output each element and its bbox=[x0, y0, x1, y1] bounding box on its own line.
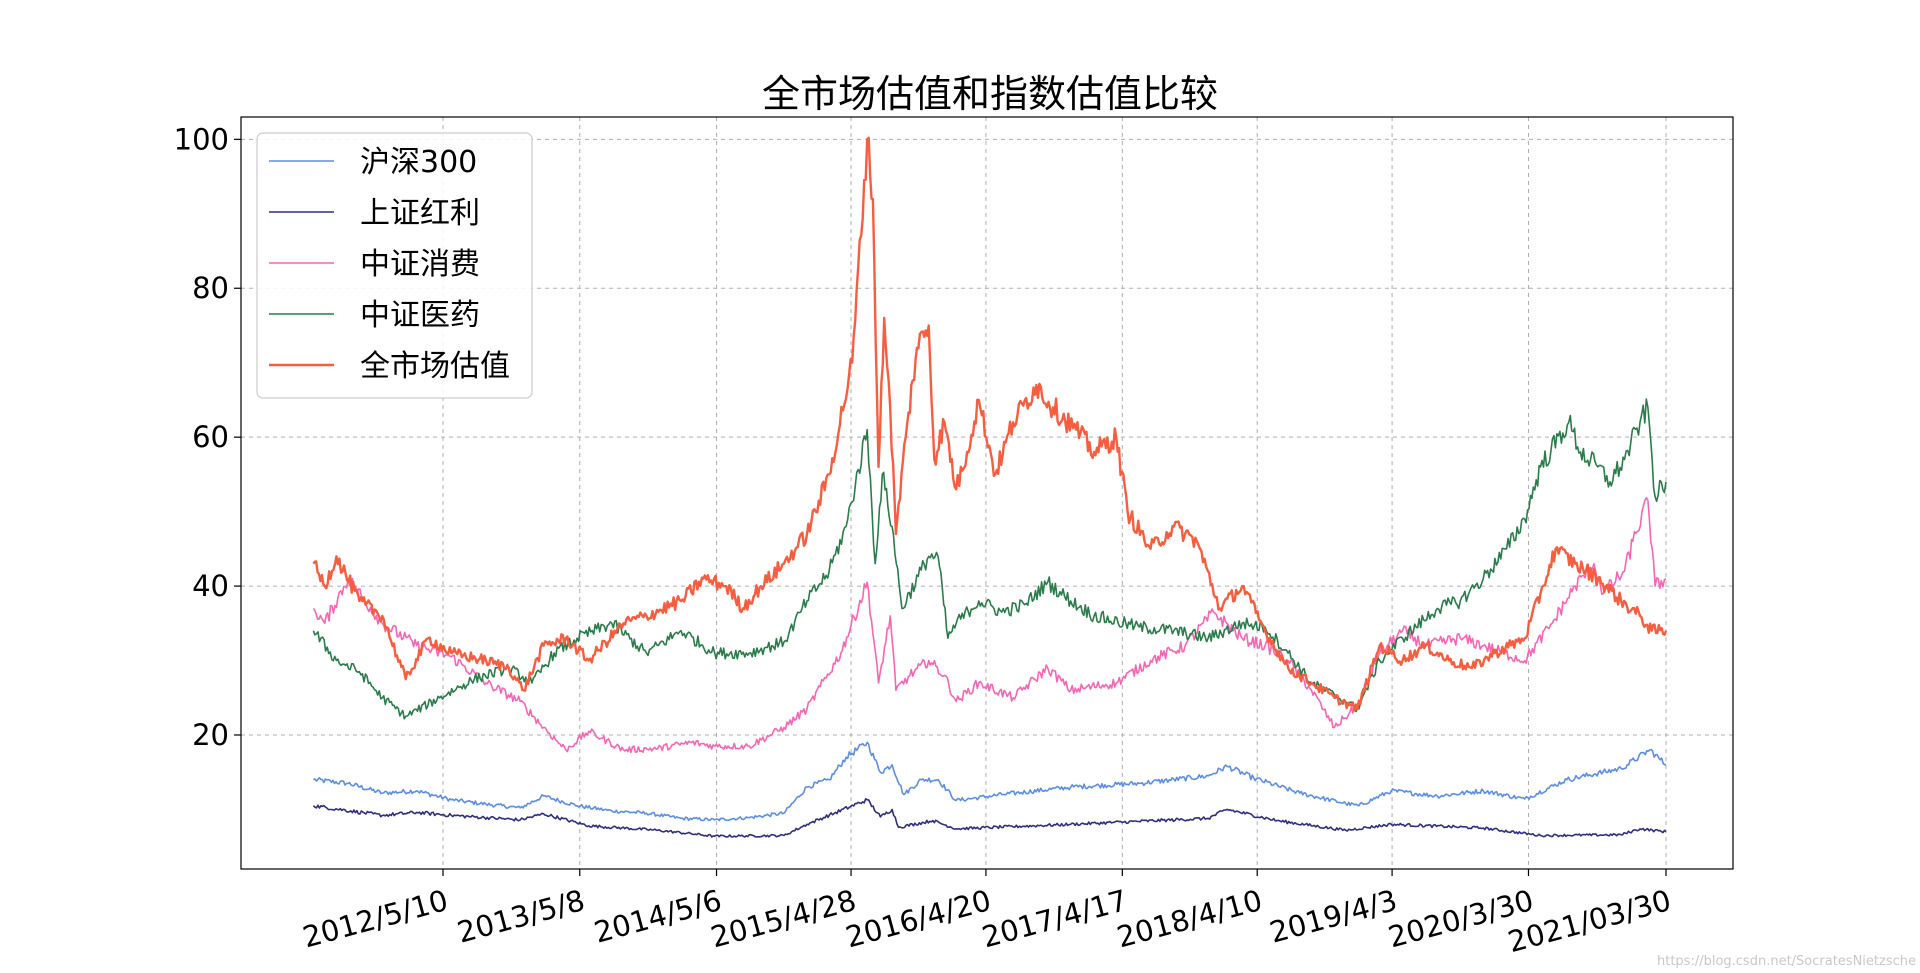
series-line-0 bbox=[313, 741, 1667, 822]
x-tick-group: 2017/4/17 bbox=[978, 883, 1130, 954]
x-tick-group: 2019/4/3 bbox=[1266, 883, 1401, 950]
y-tick-label: 60 bbox=[192, 420, 229, 454]
x-tick-label: 2012/5/10 bbox=[299, 883, 451, 954]
y-tick-label: 80 bbox=[192, 271, 229, 305]
y-axis: 20 40 60 80 100 bbox=[174, 122, 241, 752]
watermark: https://blog.csdn.net/SocratesNietzsche bbox=[1656, 954, 1916, 969]
x-tick-label: 2017/4/17 bbox=[978, 883, 1130, 954]
y-tick-label: 40 bbox=[192, 569, 229, 603]
legend-label: 中证消费 bbox=[360, 247, 480, 282]
x-tick-group: 2014/5/6 bbox=[590, 883, 725, 950]
x-tick-label: 2015/4/28 bbox=[707, 883, 859, 954]
series-layer bbox=[312, 136, 1668, 838]
x-tick-label: 2014/5/6 bbox=[590, 883, 725, 950]
x-tick-label: 2016/4/20 bbox=[842, 883, 994, 954]
series-line-1 bbox=[312, 798, 1667, 838]
x-axis: 2012/5/10 2013/5/8 2014/5/62015/4/282016/4… bbox=[299, 869, 1675, 959]
x-tick-label: 2019/4/3 bbox=[1266, 883, 1401, 950]
x-tick-label: 2013/5/8 bbox=[454, 883, 589, 950]
legend-box bbox=[256, 132, 533, 399]
x-tick-group: 2013/5/8 bbox=[454, 883, 589, 950]
series-line-2 bbox=[312, 497, 1667, 754]
legend-label: 全市场估值 bbox=[360, 349, 510, 384]
chart-title: 全市场估值和指数估值比较 bbox=[762, 72, 1218, 116]
legend-label: 上证红利 bbox=[360, 196, 480, 231]
legend-label: 中证医药 bbox=[360, 298, 480, 333]
y-tick-label: 20 bbox=[192, 718, 229, 752]
x-tick-group: 2015/4/28 bbox=[707, 883, 859, 954]
series-line-3 bbox=[312, 398, 1667, 720]
x-tick-group: 2012/5/10 bbox=[299, 883, 451, 954]
y-tick-label: 100 bbox=[174, 122, 229, 156]
series-line-4 bbox=[312, 136, 1668, 712]
legend-label: 沪深300 bbox=[360, 145, 477, 180]
x-tick-group: 2018/4/10 bbox=[1113, 883, 1265, 954]
plot-area bbox=[240, 116, 1734, 870]
x-tick-group: 2016/4/20 bbox=[842, 883, 994, 954]
x-tick-label: 2018/4/10 bbox=[1113, 883, 1265, 954]
